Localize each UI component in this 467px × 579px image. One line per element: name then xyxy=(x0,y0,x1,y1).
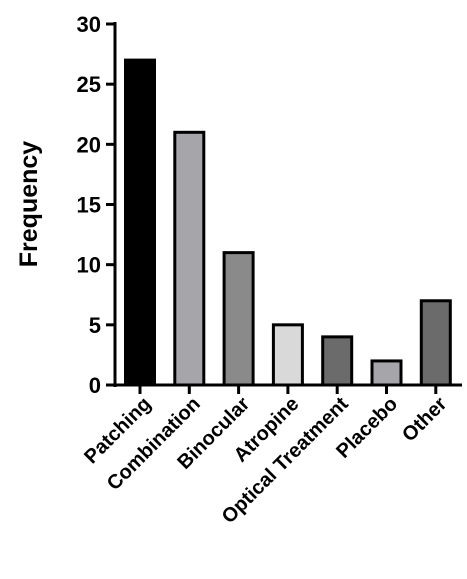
bars xyxy=(124,58,452,387)
bar xyxy=(124,58,156,387)
bar xyxy=(173,130,206,387)
category-labels: PatchingCombinationBinocularAtropineOpti… xyxy=(80,393,451,528)
y-tick-label: 25 xyxy=(77,72,101,97)
bar xyxy=(222,251,255,387)
y-tick-label: 10 xyxy=(77,253,101,278)
bar xyxy=(419,299,452,387)
y-tick-label: 15 xyxy=(77,193,101,218)
y-axis: 0 5 10 15 20 25 30 xyxy=(77,12,117,398)
bar xyxy=(370,359,403,387)
y-axis-title: Frequency xyxy=(15,141,43,268)
bar xyxy=(271,323,304,387)
y-tick-label: 20 xyxy=(77,132,101,157)
y-tick-label: 0 xyxy=(89,373,101,398)
x-tick-label: Other xyxy=(398,393,451,446)
y-tick-label: 30 xyxy=(77,12,101,37)
bar xyxy=(321,335,354,387)
y-tick-label: 5 xyxy=(89,313,101,338)
